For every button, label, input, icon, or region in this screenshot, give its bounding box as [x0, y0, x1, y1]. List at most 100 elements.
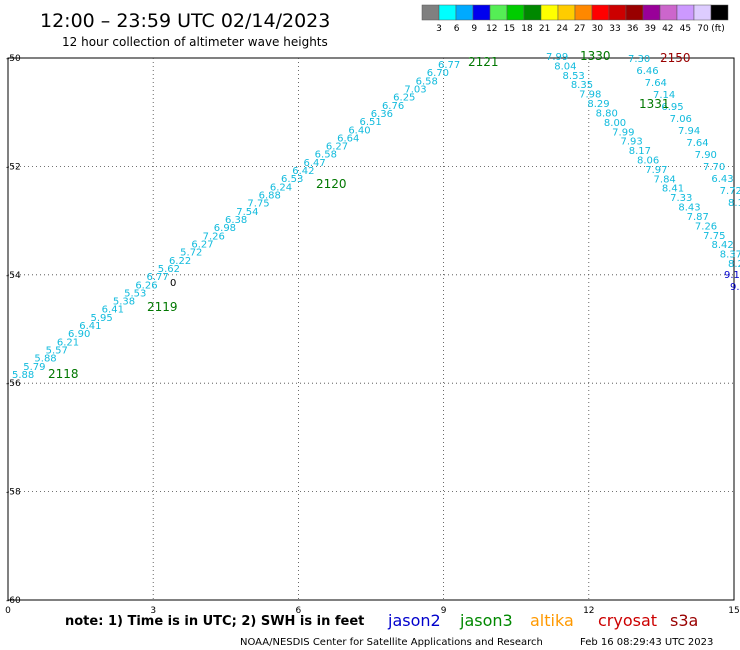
wave-height-label: 8.29 [587, 99, 609, 110]
colorbar-unit: (ft) [711, 24, 725, 34]
lat-tick-label: -50 [6, 54, 21, 64]
wave-height-label: 6.46 [636, 66, 658, 77]
colorbar-swatch [540, 4, 559, 21]
footer-credit: NOAA/NESDIS Center for Satellite Applica… [240, 637, 543, 648]
wave-height-label: 6.22 [169, 256, 191, 267]
colorbar-swatch [710, 4, 729, 21]
wave-height-label: 6.70 [427, 68, 449, 79]
legend-cryosat: cryosat [598, 611, 657, 630]
wave-height-label: 8.35 [571, 80, 593, 91]
wave-height-label: 0 [170, 278, 176, 289]
colorbar-label: 3 [436, 24, 442, 34]
wave-height-label: 7.14 [653, 90, 675, 101]
legend-altika: altika [530, 611, 574, 630]
wave-height-label: 8.42 [711, 240, 733, 251]
wave-height-label: 7.03 [404, 84, 426, 95]
wave-height-label: 8.29 [728, 259, 740, 270]
colorbar-label: 12 [486, 24, 497, 34]
wave-height-label: 6.77 [147, 272, 169, 283]
wave-height-label: 7.33 [670, 193, 692, 204]
wave-height-label: 6.47 [303, 158, 325, 169]
lon-tick-label: 6 [296, 606, 302, 616]
wave-height-label: 6.21 [57, 337, 79, 348]
graticule [8, 58, 734, 600]
axis-labels: 0 3 6 9 12 15 -50 -52 -54 -56 -58 -60 [5, 54, 740, 616]
track-time-label: 1331 [639, 97, 670, 111]
wave-height-label: 7.84 [654, 174, 676, 185]
wave-height-label: 6.90 [68, 329, 90, 340]
wave-height-label: 7.75 [247, 199, 269, 210]
colorbar-label: 42 [662, 24, 673, 34]
wave-height-label: 5.62 [158, 264, 180, 275]
colorbar-label: 21 [539, 24, 550, 34]
wave-height-label: 7.72 [720, 186, 740, 197]
wave-height-label: 8.00 [604, 118, 626, 129]
track-time-label: 2121 [468, 55, 499, 69]
wave-height-label: 5.88 [34, 354, 56, 365]
colorbar-swatch [472, 4, 491, 21]
lon-tick-label: 0 [5, 606, 11, 616]
map-subtitle: 12 hour collection of altimeter wave hei… [62, 35, 328, 49]
colorbar-label: 30 [592, 24, 604, 34]
legend-jason3: jason3 [459, 611, 513, 630]
colorbar-swatch [574, 4, 593, 21]
wave-height-label: 8.41 [662, 184, 684, 195]
lat-tick-label: -54 [6, 271, 21, 281]
colorbar-label: 33 [609, 24, 620, 34]
wave-height-label: 6.77 [438, 60, 460, 71]
wave-height-label: 8.43 [678, 203, 700, 214]
wave-height-label: 7.54 [236, 207, 258, 218]
wave-height-label: 5.38 [113, 297, 135, 308]
colorbar-label: 15 [504, 24, 515, 34]
wave-height-label: 7.93 [620, 137, 642, 148]
lon-tick-label: 15 [728, 606, 739, 616]
wave-height-label: 7.70 [703, 162, 725, 173]
map-frame: 0 3 6 9 12 15-50-52-54-56-58-60 5.885.795.885… [5, 49, 740, 616]
wave-height-label: 6.76 [382, 101, 404, 112]
map-border [7, 57, 735, 601]
wave-height-label: 9. [730, 282, 740, 293]
wave-height-label: 7.26 [695, 221, 717, 232]
footer-timestamp: Feb 16 08:29:43 UTC 2023 [580, 637, 713, 648]
colorbar-label: 27 [574, 24, 585, 34]
wave-height-label: 6.53 [281, 174, 303, 185]
lat-tick-label: -52 [6, 162, 21, 172]
wave-height-label: 6.58 [416, 76, 438, 87]
wave-height-label: 7.90 [695, 150, 717, 161]
wave-height-label: 6.27 [326, 142, 348, 153]
colorbar-label: 9 [471, 24, 477, 34]
track-time-label: 2150 [660, 51, 691, 65]
legend-jason2: jason2 [387, 611, 441, 630]
colorbar-label: 36 [627, 24, 639, 34]
wave-height-label: 6.40 [348, 125, 370, 136]
colorbar-legend: 3 6 9 12 15 18 21 24 27 30 33 36 39 42 45 70 (ft) [421, 4, 729, 34]
wave-height-label: 7.99 [546, 52, 568, 63]
wave-height-label: 9.1 [724, 270, 740, 281]
wave-height-label: 6.41 [79, 321, 101, 332]
footer-note: note: 1) Time is in UTC; 2) SWH is in fe… [65, 614, 364, 629]
wave-height-label: 5.88 [12, 370, 34, 381]
lat-tick-label: -58 [6, 488, 21, 498]
wave-height-label: 6.98 [214, 223, 236, 234]
wave-height-label: 6.88 [259, 191, 281, 202]
colorbar-swatch [591, 4, 610, 21]
wave-height-label: 5.57 [46, 346, 68, 357]
legend-s3a: s3a [670, 611, 698, 630]
wave-height-label: 5.95 [90, 313, 112, 324]
wave-height-label: 6.26 [135, 280, 157, 291]
wave-height-label: 8.1 [728, 198, 740, 209]
map-title: 12:00 – 23:59 UTC 02/14/2023 [40, 10, 330, 32]
wave-height-label: 8.17 [629, 146, 651, 157]
colorbar-label: 24 [556, 24, 568, 34]
colorbar-swatch [693, 4, 712, 21]
wave-height-label: 6.27 [191, 239, 213, 250]
wave-height-label: 5.72 [180, 248, 202, 259]
wave-height-label: 6.36 [371, 109, 393, 120]
lon-tick-label: 3 [150, 606, 156, 616]
colorbar-swatch [438, 4, 457, 21]
wave-height-label: 6.38 [225, 215, 247, 226]
lon-tick-label: 12 [583, 606, 594, 616]
wave-height-label: 7.75 [703, 231, 725, 242]
wave-height-label: 5.53 [124, 288, 146, 299]
